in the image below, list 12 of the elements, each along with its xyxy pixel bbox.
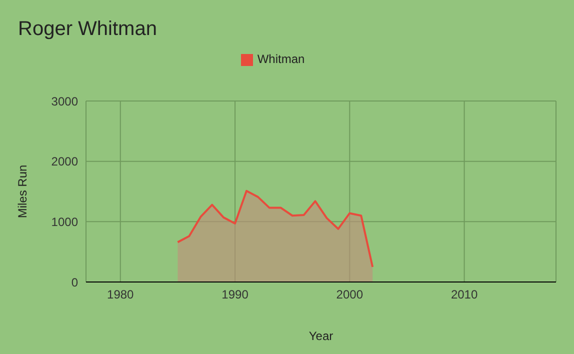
x-tick-label: 2010 [450,288,478,302]
x-tick-label: 1990 [222,288,249,302]
y-tick-label: 3000 [51,94,78,108]
legend-label: Whitman [257,52,305,66]
x-axis-title: Year [308,329,334,343]
y-tick-label: 1000 [51,214,78,229]
chart-title: Roger Whitman [18,18,157,41]
y-axis-title: Miles Run [15,164,30,218]
x-tick-label: 2000 [336,288,364,302]
y-tick-label: 0 [71,275,78,290]
y-tick-label: 2000 [51,154,78,169]
x-tick-label: 1980 [107,288,134,302]
